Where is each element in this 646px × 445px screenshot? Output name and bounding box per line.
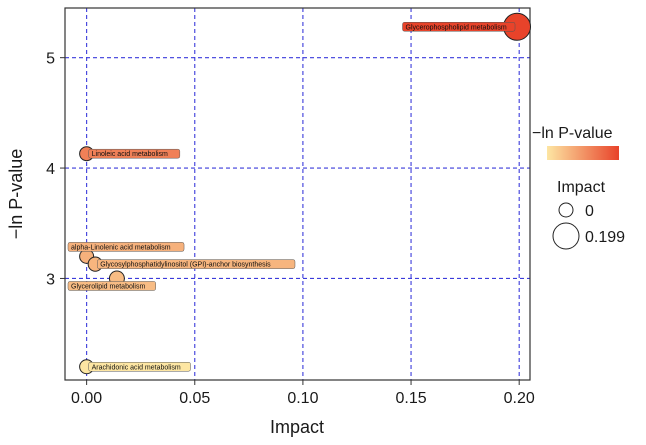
point-label: Linoleic acid metabolism [92, 151, 168, 158]
x-tick-label: 0.05 [179, 390, 210, 407]
point-label: Glycerolipid metabolism [71, 283, 145, 290]
plot-border [64, 7, 531, 381]
grid [65, 8, 530, 380]
y-tick-label: 5 [46, 51, 55, 68]
legend-size-small-label: 0 [585, 203, 594, 220]
point-label: Arachidonic acid metabolism [92, 364, 181, 371]
point-label-box [402, 22, 516, 32]
x-axis: 0.00 0.05 0.10 0.15 0.20 [71, 380, 535, 407]
legend-size-large [552, 222, 580, 250]
x-tick-label: 0.10 [287, 390, 318, 407]
legend-colorbar [547, 146, 619, 160]
point-label: alpha-Linolenic acid metabolism [71, 244, 171, 251]
x-tick-label: 0.15 [395, 390, 426, 407]
point-label-box [88, 362, 191, 372]
y-axis-title: −ln P-value [6, 149, 26, 240]
x-tick-label: 0.00 [71, 390, 102, 407]
x-axis-title: Impact [270, 417, 324, 437]
point-labels: Glycerophospholipid metabolism Linoleic a… [67, 22, 516, 372]
point-label: Glycerophospholipid metabolism [406, 24, 507, 31]
point-label-box [67, 242, 185, 252]
point-label-box [97, 259, 296, 269]
legend-size-title: Impact [557, 179, 606, 196]
legend: −ln P-value Impact 0 0.199 [532, 125, 625, 250]
point-label: Glycosylphosphatidylinositol (GPI)-ancho… [100, 262, 271, 269]
y-axis: 3 4 5 [46, 51, 65, 288]
point-label-box [67, 281, 156, 291]
legend-color-title: −ln P-value [532, 125, 613, 142]
legend-size-small [558, 202, 574, 218]
plot-background [65, 8, 530, 380]
point-label-box [88, 148, 181, 159]
legend-size-large-label: 0.199 [585, 229, 625, 246]
y-tick-label: 4 [46, 161, 55, 178]
y-tick-label: 3 [46, 271, 55, 288]
x-tick-label: 0.20 [504, 390, 535, 407]
